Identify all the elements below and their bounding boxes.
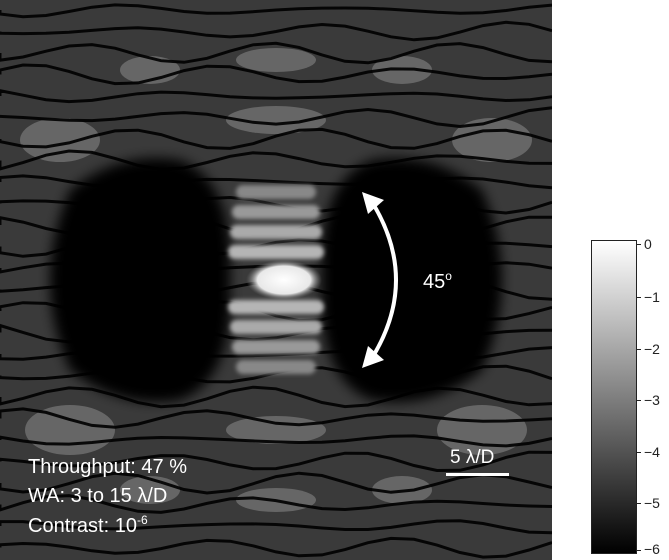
throughput-text: Throughput: 47 %	[28, 456, 187, 478]
rotation-arrow	[370, 200, 398, 360]
speckle-line	[0, 346, 552, 361]
colorbar-tick	[636, 297, 641, 298]
scalebar-line	[446, 473, 509, 476]
speckle-blotch	[236, 48, 316, 72]
speckle-line	[0, 519, 552, 535]
speckle-line	[0, 407, 552, 429]
speckle-line	[0, 536, 552, 559]
speckle-line	[0, 494, 552, 514]
speckle-line	[0, 193, 552, 215]
speckle-line	[0, 450, 552, 473]
speckle-line	[0, 106, 552, 129]
colorbar-label-2: −2	[644, 341, 660, 357]
speckle-line	[0, 63, 552, 86]
angle-value: 45	[423, 271, 446, 293]
speckle-line	[0, 364, 552, 386]
speckle-line	[0, 127, 552, 150]
speckle-blotch	[226, 106, 326, 134]
speckle-blotch	[20, 118, 100, 162]
colorbar-tick	[636, 400, 641, 401]
contrast-prefix: Contrast: 10	[28, 515, 137, 537]
colorbar-tick	[636, 349, 641, 350]
dark-hole-right	[321, 158, 502, 402]
colorbar-label-4: −4	[644, 444, 660, 460]
arrow-head-top	[362, 192, 384, 214]
colorbar-tick	[636, 244, 641, 245]
angle-label: 45o	[423, 269, 452, 294]
colorbar-label-0: 0	[644, 236, 652, 252]
colorbar-label-5: −5	[644, 495, 660, 511]
speckle-line	[0, 149, 552, 171]
speckle-line	[0, 471, 552, 495]
speckle-line	[0, 434, 552, 448]
speckle-line	[0, 41, 552, 65]
colorbar-tick	[636, 452, 641, 453]
dark-hole-left	[50, 158, 231, 402]
colorbar	[591, 240, 637, 554]
central-fringes	[228, 185, 324, 374]
colorbar-tick	[636, 503, 641, 504]
speckle-line	[0, 322, 552, 344]
arrow-head-bottom	[362, 346, 384, 368]
psf-image-panel: 45o Throughput: 47 % WA: 3 to 15 λ/D Con…	[0, 0, 552, 560]
speckle-line	[0, 174, 552, 190]
speckle-line	[0, 89, 552, 104]
colorbar-label-3: −3	[644, 392, 660, 408]
contrast-exponent: -6	[136, 513, 148, 527]
speckle-line	[0, 20, 552, 42]
psf-intensity-map	[0, 0, 552, 560]
angle-unit: o	[445, 269, 452, 283]
colorbar-label-6: −6	[644, 541, 660, 557]
colorbar-tick	[636, 550, 641, 551]
contrast-text: Contrast: 10-6	[28, 513, 148, 538]
working-angle-text: WA: 3 to 15 λ/D	[28, 485, 168, 507]
speckle-line	[0, 385, 552, 409]
scalebar-label: 5 λ/D	[450, 447, 495, 468]
colorbar-label-1: −1	[644, 289, 660, 305]
psf-core	[246, 260, 322, 300]
speckle-blotch	[452, 118, 532, 162]
speckle-line	[0, 3, 552, 19]
speckle-blotch	[226, 416, 326, 444]
